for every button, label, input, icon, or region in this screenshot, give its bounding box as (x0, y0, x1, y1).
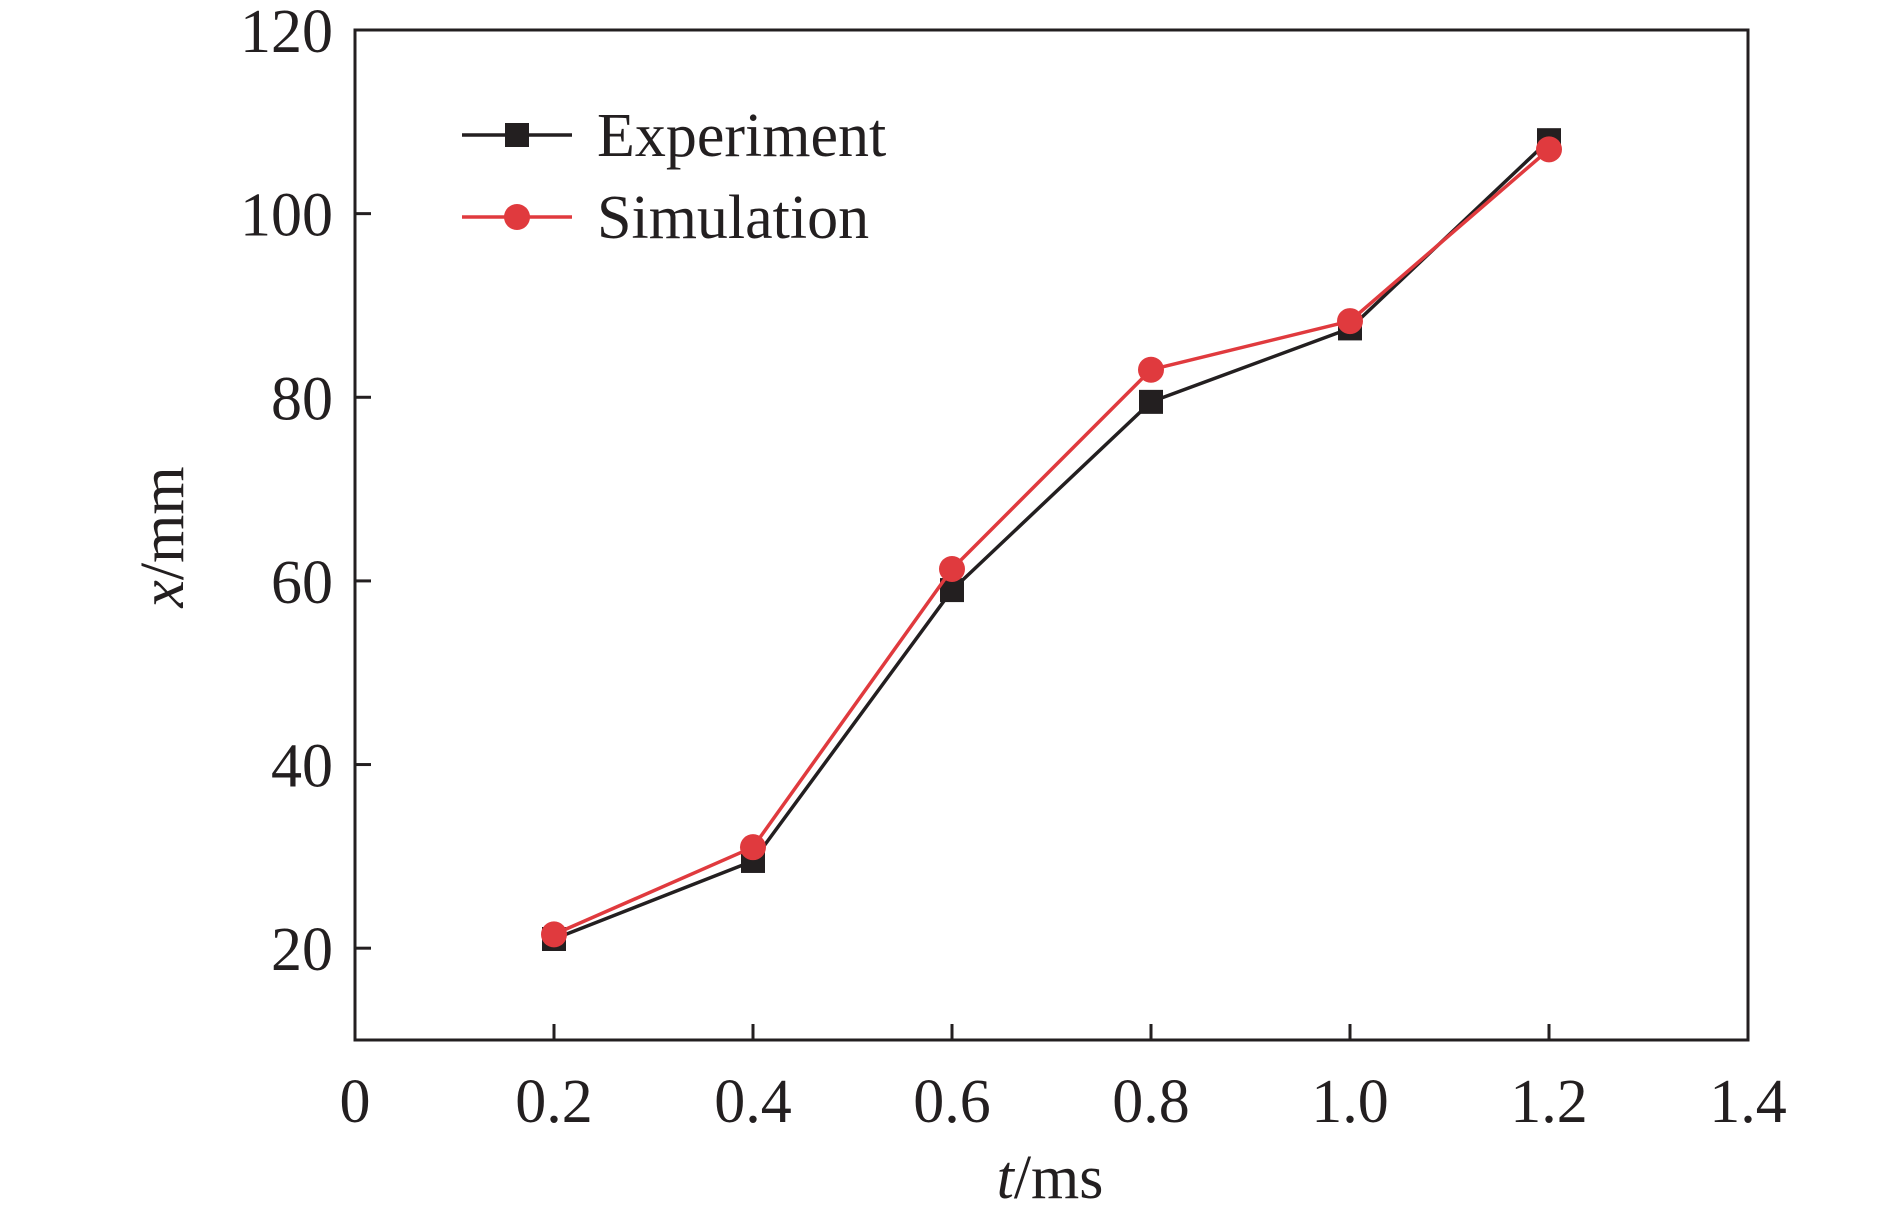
series-layer (541, 128, 1562, 951)
y-tick-label: 60 (271, 549, 333, 617)
x-axis-label-unit: /ms (1014, 1144, 1104, 1212)
x-tick-label: 1.4 (1709, 1068, 1787, 1136)
plot-area (353, 28, 1750, 1042)
data-point-simulation (939, 555, 965, 582)
y-axis: 20 40 60 80 100 120 (240, 0, 371, 984)
legend-item-simulation: Simulation (462, 184, 869, 252)
data-point-simulation (541, 921, 567, 948)
legend: Experiment Simulation (462, 102, 886, 252)
x-tick-label: 1.2 (1510, 1068, 1588, 1136)
y-tick-label: 40 (271, 733, 333, 801)
x-tick-label: 0 (340, 1068, 371, 1136)
x-tick-label: 0.8 (1112, 1068, 1190, 1136)
legend-item-experiment: Experiment (462, 102, 886, 170)
y-tick-label: 20 (271, 916, 333, 984)
x-tick-label: 0.2 (515, 1068, 593, 1136)
data-point-simulation (1536, 136, 1562, 163)
data-point-experiment (1139, 389, 1163, 414)
legend-label-simulation: Simulation (597, 184, 869, 252)
y-axis-label: x/mm (129, 466, 197, 608)
data-point-simulation (740, 834, 766, 861)
data-point-simulation (1138, 356, 1164, 383)
x-tick-label: 0.6 (913, 1068, 991, 1136)
y-tick-label: 100 (240, 182, 333, 250)
x-axis-label: t/ms (997, 1144, 1104, 1212)
x-tick-label: 0.4 (714, 1068, 792, 1136)
series-line-simulation (553, 148, 1551, 937)
legend-label-experiment: Experiment (597, 102, 886, 170)
data-point-simulation (1337, 308, 1363, 335)
y-tick-label: 120 (240, 0, 333, 66)
x-tick-label: 1.0 (1311, 1068, 1389, 1136)
series-simulation (541, 136, 1562, 948)
x-axis: 0 0.2 0.4 0.6 0.8 1.0 1.2 1.4 (340, 1024, 1787, 1136)
x-axis-label-var: t (997, 1144, 1016, 1212)
y-axis-label-var: x (129, 580, 197, 609)
legend-marker-simulation (504, 204, 530, 230)
series-line-experiment (553, 138, 1551, 941)
legend-marker-experiment (505, 123, 529, 147)
y-axis-label-unit: /mm (129, 466, 197, 580)
plot-frame (353, 28, 1750, 1042)
y-tick-label: 80 (271, 365, 333, 433)
